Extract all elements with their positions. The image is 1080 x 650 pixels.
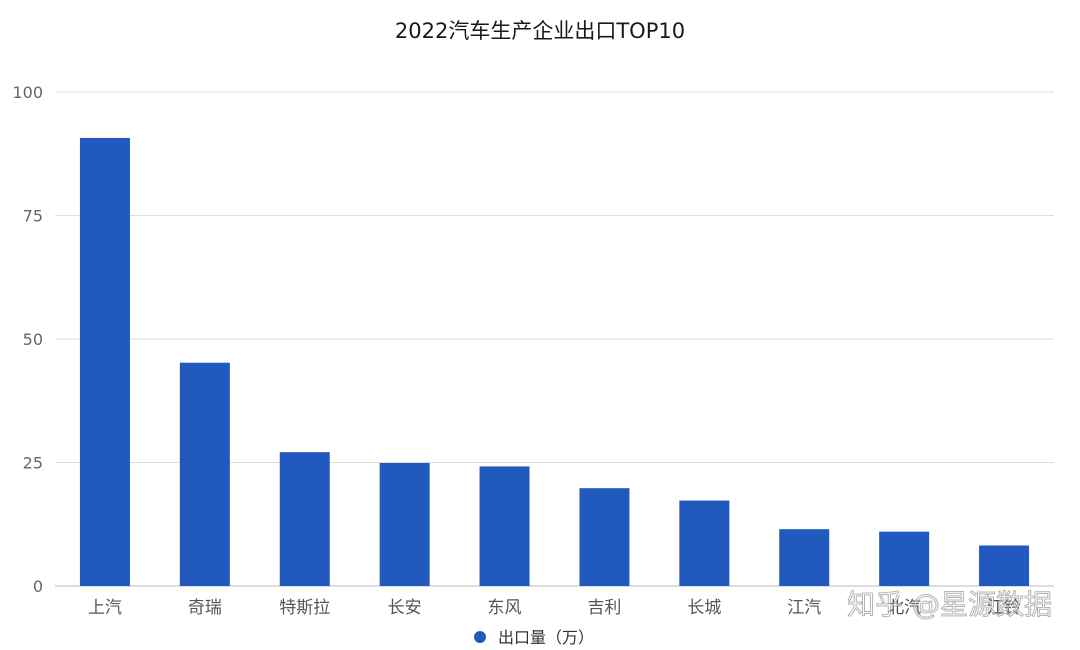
chart-title: 2022汽车生产企业出口TOP10	[395, 19, 685, 43]
legend-label: 出口量（万）	[498, 628, 594, 647]
bar[interactable]	[579, 488, 630, 586]
bar[interactable]	[479, 466, 530, 586]
x-tick-label: 江铃	[987, 598, 1021, 618]
x-tick-label: 长城	[687, 598, 721, 618]
x-tick-label: 特斯拉	[279, 598, 330, 618]
bar[interactable]	[379, 462, 430, 586]
bar[interactable]	[279, 452, 330, 586]
x-tick-label: 东风	[488, 598, 522, 618]
y-tick-label: 50	[23, 330, 43, 349]
x-tick-label: 吉利	[587, 598, 621, 618]
x-tick-label: 江汽	[787, 598, 821, 618]
bar[interactable]	[879, 531, 930, 586]
bar[interactable]	[979, 545, 1030, 586]
legend-marker	[474, 631, 486, 643]
x-tick-label: 北汽	[887, 598, 921, 618]
y-tick-label: 100	[12, 83, 43, 102]
y-axis: 0 25 50 75 100	[12, 83, 43, 596]
bar[interactable]	[779, 529, 830, 586]
bar[interactable]	[79, 137, 130, 586]
x-tick-label: 上汽	[88, 598, 122, 618]
y-tick-label: 25	[23, 454, 43, 473]
x-tick-label: 长安	[388, 598, 422, 618]
watermark: 知乎 @星源数据	[847, 588, 1052, 621]
x-tick-label: 奇瑞	[188, 598, 222, 618]
bar[interactable]	[679, 500, 730, 586]
y-tick-label: 75	[23, 207, 43, 226]
bars	[79, 137, 1030, 586]
legend[interactable]: 出口量（万）	[474, 628, 594, 647]
bar[interactable]	[179, 362, 230, 586]
y-tick-label: 0	[33, 577, 43, 596]
x-axis: 上汽 奇瑞 特斯拉 长安 东风 吉利 长城 江汽 北汽 江铃	[88, 598, 1021, 618]
